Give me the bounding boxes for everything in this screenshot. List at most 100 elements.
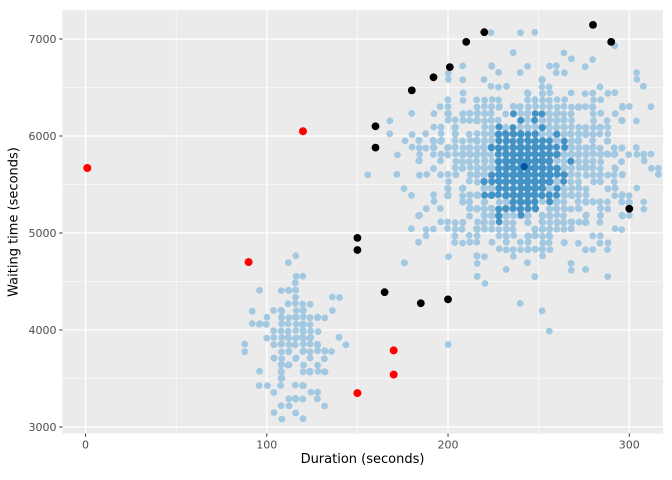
data-point [300,334,307,342]
data-point [596,144,604,152]
data-point [517,116,525,124]
data-point [400,259,408,267]
data-point [473,273,481,280]
data-point [553,103,561,111]
data-point [582,144,590,152]
data-point [545,110,553,118]
data-point [524,63,531,70]
data-point [553,151,561,158]
data-point [604,198,611,206]
data-point [539,144,547,151]
data-point [481,280,489,287]
data-point [517,211,525,219]
data-point [567,157,575,165]
data-point [488,205,496,213]
data-point [610,178,618,186]
data-point [451,137,459,145]
data-point [502,212,510,219]
data-point [553,171,561,178]
data-point [256,367,263,375]
data-point [553,117,560,125]
data-point [495,245,503,253]
data-point [539,239,547,247]
data-point [386,130,394,138]
data-point [481,191,489,199]
data-point [531,116,538,124]
data-point [416,151,423,158]
data-point [270,341,278,349]
data-point [474,218,481,226]
data-point [495,212,503,220]
data-point [597,150,605,158]
data-point [546,212,554,220]
data-point [552,69,560,77]
data-point [524,144,532,152]
data-point [502,185,509,193]
data-point [495,83,502,91]
y-tick-labels: 3000 4000 5000 6000 7000 [29,33,57,434]
data-point [611,184,619,192]
data-point [509,164,517,172]
data-point [560,239,568,247]
data-point [545,327,553,335]
data-point [473,225,480,233]
data-point [371,122,380,131]
data-point [466,171,474,179]
data-point [284,320,292,328]
data-point [582,124,590,131]
data-point [353,389,362,398]
data-point [545,178,553,186]
data-point [481,198,489,206]
data-point [285,259,292,267]
data-point [314,388,322,396]
data-point [625,151,633,159]
data-point [466,238,474,246]
data-point [487,29,495,36]
data-point [546,62,553,70]
data-point [328,348,335,355]
data-point [488,171,496,179]
data-point [466,144,474,152]
data-point [531,130,539,138]
data-point [531,150,538,158]
data-point [502,232,510,240]
data-point [353,234,362,242]
data-point [502,171,510,179]
data-point [415,157,423,165]
data-point [546,130,554,138]
data-point [524,198,531,205]
data-point [473,252,480,260]
data-point [495,226,503,233]
data-point [481,130,488,138]
data-point [488,103,495,111]
data-point [495,144,502,152]
data-point [524,123,531,131]
data-point [524,116,531,124]
data-point [451,239,459,246]
data-point [524,219,531,226]
data-point [633,117,640,125]
data-point [284,327,292,335]
data-point [306,300,314,308]
data-point [292,327,300,334]
data-point [546,157,553,165]
data-point [473,171,481,179]
data-point [495,232,503,240]
data-point [270,354,278,362]
data-point [581,164,589,171]
data-point [299,415,307,423]
data-point [532,164,539,172]
data-point [459,97,467,104]
data-point [532,137,539,145]
data-point [509,246,517,254]
data-point [389,346,398,355]
data-point [314,347,321,355]
data-point [285,341,293,348]
data-point [488,130,495,137]
data-point [545,192,553,199]
data-point [451,225,459,233]
data-point [437,171,444,179]
data-point [487,109,495,117]
data-point [596,212,604,220]
data-point [625,204,634,213]
